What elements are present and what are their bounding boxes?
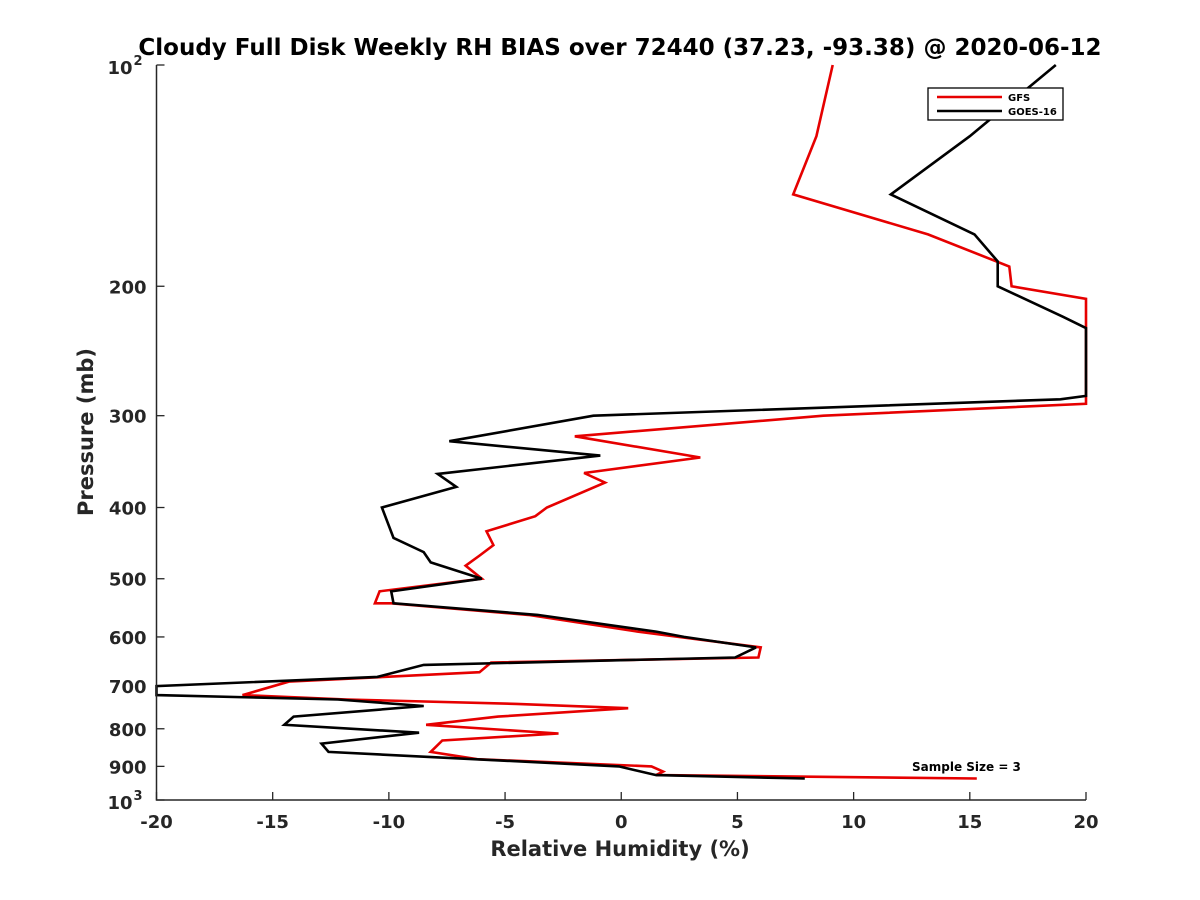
sample-size-annotation: Sample Size = 3 — [912, 760, 1021, 774]
series-line-gfs — [242, 64, 1088, 780]
y-axis-label: Pressure (mb) — [74, 348, 98, 516]
legend-label-gfs: GFS — [1008, 93, 1030, 104]
legend-box — [927, 87, 1064, 121]
x-tick-label: -15 — [256, 812, 289, 833]
plot-lines — [155, 63, 1088, 780]
y-tick-label: 600 — [109, 628, 147, 649]
x-tick-label: 0 — [615, 812, 628, 833]
y-tick-label: 900 — [109, 757, 147, 778]
x-tick-label: 10 — [841, 812, 866, 833]
x-tick-label: 20 — [1073, 812, 1098, 833]
chart-title: Cloudy Full Disk Weekly RH BIAS over 724… — [138, 35, 1101, 61]
y-tick-label: 800 — [109, 720, 147, 741]
y-tick-label: 500 — [109, 570, 147, 591]
y-tick-label: 10 — [107, 793, 132, 814]
x-tick-label: 15 — [957, 812, 982, 833]
y-tick-exponent: 3 — [134, 789, 143, 804]
x-tick-label: 5 — [731, 812, 744, 833]
y-tick-label: 700 — [109, 677, 147, 698]
y-tick-exponent: 2 — [134, 54, 143, 69]
y-tick-label: 200 — [109, 277, 147, 298]
x-tick-label: -20 — [140, 812, 173, 833]
x-tick-label: -5 — [495, 812, 515, 833]
legend: GFS GOES-16 — [927, 87, 1064, 121]
y-tick-label: 300 — [109, 407, 147, 428]
y-tick-label: 10 — [107, 58, 132, 79]
y-tick-label: 400 — [109, 499, 147, 520]
series-line-goes-16 — [155, 63, 1088, 780]
legend-label-goes16: GOES-16 — [1008, 107, 1057, 118]
x-axis-ticks: -20 -15 -10 -5 0 5 10 15 20 — [140, 792, 1099, 833]
x-tick-label: -10 — [373, 812, 406, 833]
axis-frame — [155, 65, 1086, 801]
x-axis-label: Relative Humidity (%) — [490, 837, 749, 861]
